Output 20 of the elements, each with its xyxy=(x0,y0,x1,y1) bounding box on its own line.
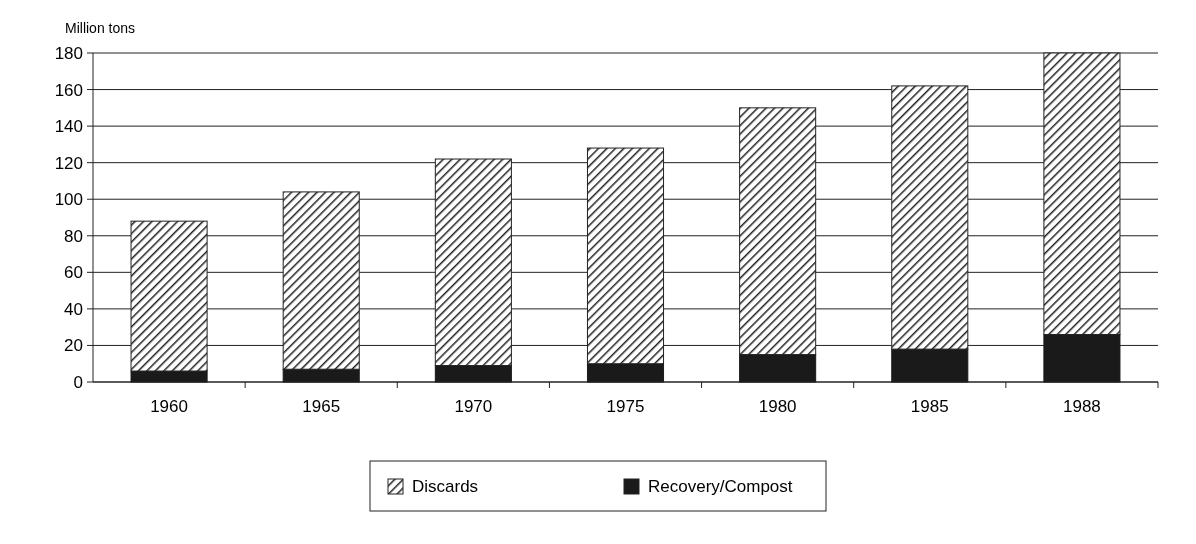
x-tick-label: 1988 xyxy=(1063,397,1101,416)
x-tick-label: 1985 xyxy=(910,397,949,416)
y-tick-label: 40 xyxy=(64,299,83,319)
x-tick-label: 1975 xyxy=(606,397,645,416)
x-tick-label: 1965 xyxy=(302,397,341,416)
y-tick-label: 60 xyxy=(64,263,83,283)
y-axis-title: Million tons xyxy=(65,20,136,36)
y-tick-label: 140 xyxy=(54,117,83,137)
x-tick-label: 1970 xyxy=(454,397,493,416)
y-tick-label: 100 xyxy=(54,190,83,210)
legend-label: Recovery/Compost xyxy=(648,477,793,496)
y-tick-label: 20 xyxy=(64,336,83,356)
y-tick-label: 180 xyxy=(54,43,83,63)
y-tick-label: 120 xyxy=(54,153,83,173)
y-tick-label: 0 xyxy=(73,372,83,392)
x-tick-label: 1980 xyxy=(758,397,797,416)
legend-label: Discards xyxy=(412,477,479,496)
y-tick-label: 160 xyxy=(54,80,83,100)
x-tick-label: 1960 xyxy=(150,397,188,416)
y-tick-label: 80 xyxy=(64,226,83,246)
